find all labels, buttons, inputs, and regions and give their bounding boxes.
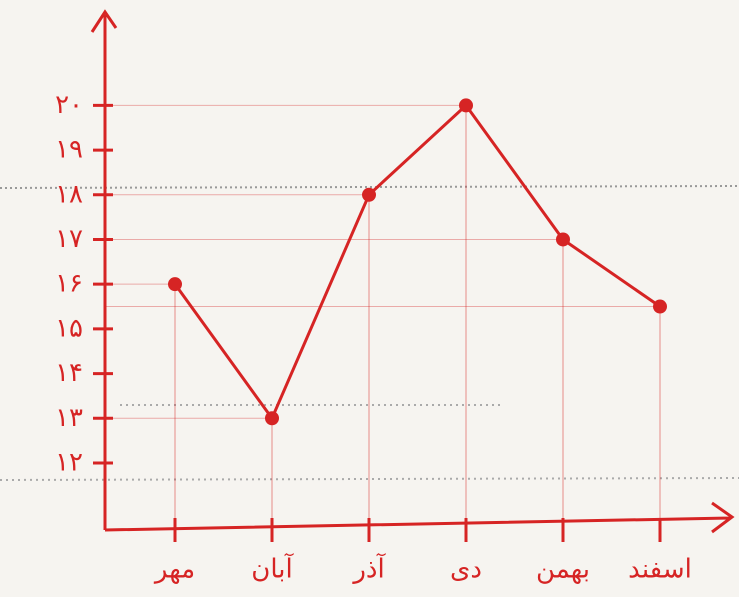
y-tick-label: ۱۳ (55, 403, 83, 433)
x-tick-label: آذر (351, 553, 386, 585)
data-line (173, 103, 661, 422)
data-point (265, 411, 279, 426)
x-tick-label: مهر (153, 555, 195, 585)
x-tick-label: اسفند (628, 555, 692, 585)
data-point (362, 187, 376, 202)
x-axis (104, 501, 735, 534)
x-tick-label: بهمن (536, 555, 590, 585)
y-tick-label: ۱۵ (55, 313, 83, 343)
y-tick-label: ۱۴ (55, 358, 83, 388)
y-tick-label: ۱۷ (55, 224, 83, 254)
paper-rule (0, 185, 739, 189)
x-tick-label: دی (450, 555, 482, 585)
y-tick-label: ۱۸ (55, 179, 83, 209)
data-point (556, 232, 570, 247)
data-point (168, 277, 182, 292)
y-tick-label: ۱۹ (55, 135, 83, 165)
y-tick-label: ۱۲ (55, 447, 83, 477)
y-axis (90, 9, 118, 530)
data-point (459, 98, 473, 113)
y-tick-label: ۲۰ (55, 90, 83, 120)
y-tick-label: ۱۶ (55, 269, 83, 299)
data-point (653, 299, 667, 314)
x-tick-label: آبان (251, 553, 294, 585)
